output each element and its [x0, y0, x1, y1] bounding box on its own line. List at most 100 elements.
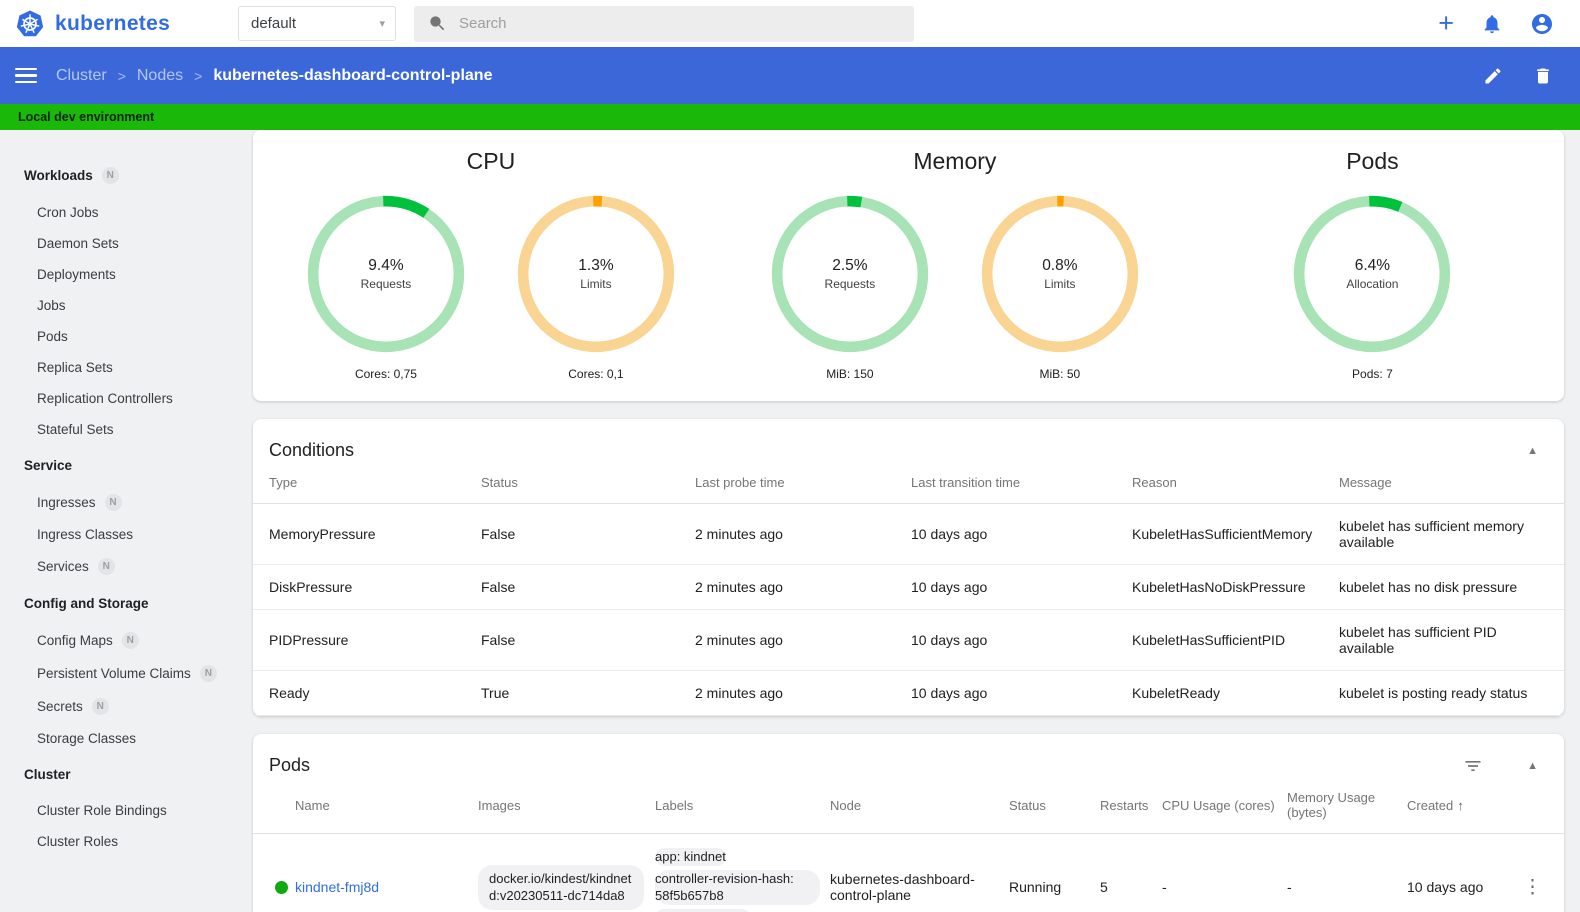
chart-group-title: CPU [466, 148, 516, 174]
column-header-status-dot [253, 780, 295, 834]
pod-memory-usage: - [1287, 879, 1292, 896]
sidebar-item-persistent-volume-claims[interactable]: Persistent Volume Claims N [0, 657, 251, 690]
sidebar-item-config-maps[interactable]: Config Maps N [0, 624, 251, 657]
gauge-footer: Cores: 0,75 [354, 367, 417, 381]
column-header-restarts: Restarts [1100, 780, 1162, 834]
top-app-bar: kubernetes default ▾ + [0, 0, 1580, 47]
main-layout: Workloads N Cron Jobs Daemon Sets Deploy… [0, 130, 1580, 912]
sidebar-item-replication-controllers[interactable]: Replication Controllers [0, 383, 251, 414]
sidebar-item-pods[interactable]: Pods [0, 321, 251, 352]
namespace-selector[interactable]: default ▾ [238, 6, 396, 41]
sidebar-nav: Workloads N Cron Jobs Daemon Sets Deploy… [0, 130, 251, 912]
namespace-selected-value: default [251, 15, 297, 32]
kebab-menu-icon[interactable]: ⋮ [1523, 876, 1543, 898]
column-header-memory-usage: Memory Usage (bytes) [1287, 780, 1407, 834]
collapse-icon[interactable]: ▲ [1527, 444, 1538, 457]
chart-group-title: Memory [913, 148, 997, 174]
condition-transition-time: 10 days ago [911, 670, 1132, 716]
gauge-metric-label: Requests [360, 277, 412, 291]
pod-status: Running [1009, 879, 1062, 896]
sidebar-item-secrets[interactable]: Secrets N [0, 690, 251, 723]
sidebar-item-storage-classes[interactable]: Storage Classes [0, 723, 251, 754]
sidebar-item-ingress-classes[interactable]: Ingress Classes [0, 519, 251, 550]
sidebar-item-label: Deployments [37, 267, 116, 282]
page-title: kubernetes-dashboard-control-plane [213, 66, 493, 84]
sidebar-item-cluster-role-bindings[interactable]: Cluster Role Bindings [0, 795, 251, 826]
menu-hamburger-icon[interactable] [15, 64, 37, 88]
donut-chart [1294, 195, 1451, 353]
sidebar-section-workloads[interactable]: Workloads N [0, 159, 251, 192]
sidebar-section-service[interactable]: Service [0, 450, 251, 481]
table-header-row: Type Status Last probe time Last transit… [253, 465, 1564, 504]
sidebar-item-label: Stateful Sets [37, 422, 114, 437]
search-input[interactable] [459, 15, 900, 32]
column-header-created[interactable]: Created ↑ [1407, 780, 1512, 834]
condition-status: False [481, 564, 695, 610]
column-header-status: Status [481, 465, 695, 504]
pod-name-link[interactable]: kindnet-fmj8d [295, 879, 380, 896]
search-icon [430, 16, 445, 31]
sidebar-item-cluster-roles[interactable]: Cluster Roles [0, 826, 251, 857]
sidebar-item-deployments[interactable]: Deployments [0, 259, 251, 290]
sidebar-section-config-and-storage[interactable]: Config and Storage [0, 588, 251, 619]
namespaced-badge: N [121, 632, 139, 649]
sidebar-item-label: Cron Jobs [37, 205, 99, 220]
sidebar-section-cluster[interactable]: Cluster [0, 759, 251, 790]
condition-type: DiskPressure [253, 564, 481, 610]
sidebar-item-ingresses[interactable]: Ingresses N [0, 486, 251, 519]
donut-chart [771, 195, 929, 353]
sort-ascending-icon: ↑ [1457, 797, 1464, 813]
table-row: PIDPressure False 2 minutes ago 10 days … [253, 609, 1564, 671]
delete-trash-icon[interactable] [1533, 66, 1553, 86]
column-header-name[interactable]: Name [295, 780, 478, 834]
sidebar-item-services[interactable]: Services N [0, 550, 251, 583]
breadcrumb-link-cluster[interactable]: Cluster [56, 66, 107, 84]
namespaced-badge: N [199, 665, 217, 682]
pod-status-ok-icon [275, 880, 288, 894]
sidebar-item-stateful-sets[interactable]: Stateful Sets [0, 414, 251, 445]
filter-list-icon[interactable] [1463, 756, 1483, 776]
gauge-memory-limits: 0.8% Limits MiB: 50 [977, 191, 1143, 381]
gauge-value: 9.4% [368, 257, 404, 274]
condition-reason: KubeletHasSufficientPID [1132, 609, 1339, 671]
table-header-row: Name Images Labels Node Status Restarts … [253, 780, 1564, 834]
sidebar-item-daemon-sets[interactable]: Daemon Sets [0, 228, 251, 259]
sidebar-item-label: Ingresses [37, 495, 96, 510]
edit-pencil-icon[interactable] [1483, 66, 1503, 86]
breadcrumb-link-nodes[interactable]: Nodes [136, 66, 184, 84]
gauge-cpu-requests: 9.4% Requests Cores: 0,75 [303, 191, 469, 381]
sidebar-item-label: Jobs [37, 298, 66, 313]
donut-chart [307, 195, 465, 353]
sidebar-item-label: Services [37, 559, 89, 574]
account-circle-icon[interactable] [1530, 12, 1554, 36]
condition-probe-time: 2 minutes ago [695, 503, 911, 565]
gauge-metric-label: Limits [1044, 277, 1076, 291]
pod-label-chip: app: kindnet [655, 848, 726, 866]
create-resource-button[interactable]: + [1438, 8, 1454, 38]
search-bar[interactable] [414, 5, 914, 42]
brand: kubernetes [0, 9, 238, 39]
collapse-icon[interactable]: ▲ [1527, 759, 1538, 772]
resource-actions [1483, 66, 1580, 86]
chevron-right-icon: > [194, 67, 203, 84]
gauge-value: 0.8% [1042, 257, 1078, 274]
column-header-type: Type [253, 465, 481, 504]
gauge-value: 1.3% [578, 257, 614, 274]
sidebar-item-jobs[interactable]: Jobs [0, 290, 251, 321]
condition-message: kubelet has sufficient memory available [1339, 503, 1564, 565]
column-header-reason: Reason [1132, 465, 1339, 504]
pods-card: Pods ▲ Name Images [253, 734, 1564, 912]
pod-created: 10 days ago [1407, 879, 1484, 896]
sidebar-item-cron-jobs[interactable]: Cron Jobs [0, 197, 251, 228]
namespaced-badge: N [91, 698, 109, 715]
table-row: MemoryPressure False 2 minutes ago 10 da… [253, 503, 1564, 565]
donut-chart [517, 195, 675, 353]
condition-status: True [481, 670, 695, 716]
table-row: kindnet-fmj8d docker.io/kindest/kindnetd… [253, 834, 1564, 912]
chart-group-cpu: CPU 9.4% Requests [259, 142, 723, 381]
sidebar-item-replica-sets[interactable]: Replica Sets [0, 352, 251, 383]
notifications-bell-icon[interactable] [1481, 13, 1503, 35]
condition-probe-time: 2 minutes ago [695, 670, 911, 716]
column-header-status: Status [1009, 780, 1100, 834]
sidebar-item-label: Cluster Roles [37, 834, 119, 849]
